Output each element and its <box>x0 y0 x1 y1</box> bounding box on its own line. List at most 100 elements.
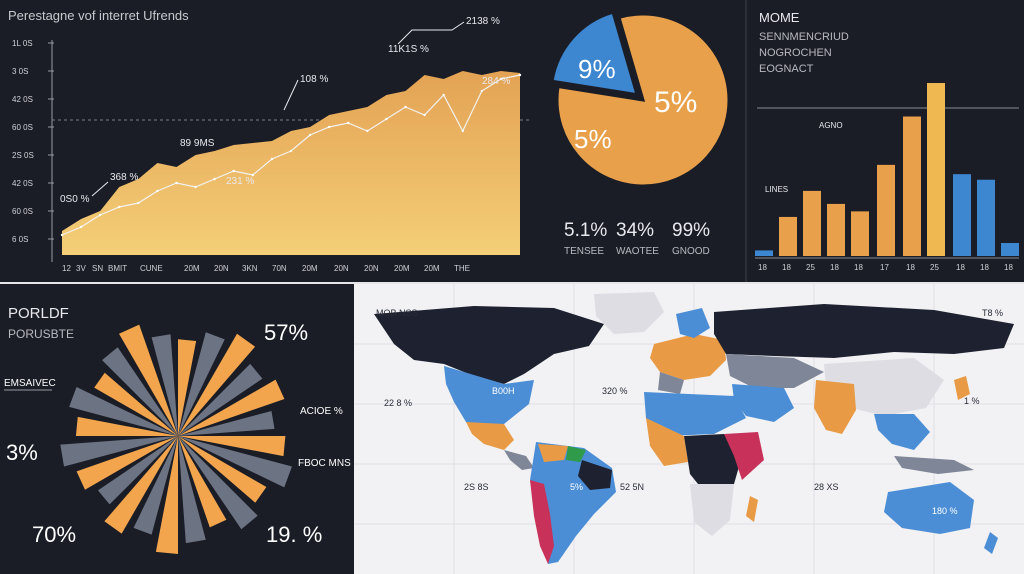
southeast-asia-shape <box>874 414 930 450</box>
pie-chart-panel: 9% 5% 5% 5.1% TENSEE 34% WAOTEE 99% GNOOD <box>540 0 745 282</box>
x-tick-label: 20M <box>424 264 440 273</box>
bar-x-tick: 18 <box>980 263 989 272</box>
area-annotation: 2138 % <box>466 16 500 27</box>
area-annotation: 0S0 % <box>60 194 90 205</box>
area-annotation: 108 % <box>300 74 328 85</box>
bar <box>953 174 971 256</box>
annotation-leader <box>283 79 299 111</box>
europe-south <box>658 372 684 394</box>
line-point <box>404 105 407 109</box>
bar <box>827 203 845 256</box>
bar-chart-subtitle: NOGROCHEN <box>759 47 832 59</box>
bar-x-tick: 18 <box>758 263 767 272</box>
line-point <box>251 173 255 177</box>
bar-x-tick: 25 <box>806 263 815 272</box>
map-label: MOB NSS <box>376 308 418 318</box>
bar <box>1001 242 1019 256</box>
y-tick-label: 2S 0S <box>12 151 34 160</box>
radial-wedge <box>178 436 292 488</box>
bar-x-tick: 18 <box>906 263 915 272</box>
radial-wedge <box>151 334 178 436</box>
bar-x-tick: 18 <box>956 263 965 272</box>
x-tick-label: 20N <box>334 264 349 273</box>
radial-label: EMSAIVEC <box>4 378 56 389</box>
south-america-west <box>530 480 554 564</box>
pie-slice <box>555 12 731 188</box>
pie-slice-label: 9% <box>578 54 616 84</box>
radial-wedge <box>119 324 178 436</box>
area-annotation: 11K1S % <box>388 44 429 55</box>
stat-label: WAOTEE <box>616 246 659 257</box>
pie-slice-label: 5% <box>654 86 697 119</box>
radial-label: 57% <box>264 320 308 345</box>
pie-chart: 9% 5% 5% 5.1% TENSEE 34% WAOTEE 99% GNOOD <box>550 10 731 257</box>
line-point <box>308 133 312 137</box>
annotation-leader <box>397 21 465 45</box>
y-tick-label: 60 0S <box>12 123 33 132</box>
radial-wedge <box>97 436 178 505</box>
line-point <box>385 117 388 121</box>
line-point <box>442 93 445 97</box>
bar <box>927 83 945 257</box>
radial-wedge <box>178 436 227 528</box>
world-map-panel: MOB NSS B00H 320 % 22 8 % 2S 8S 5% 52 5N 28 XS 1… <box>354 284 1024 574</box>
line-point <box>156 189 159 193</box>
bar-x-tick: 17 <box>880 263 889 272</box>
radial-wedge <box>104 436 178 534</box>
line-point <box>518 73 522 77</box>
japan-shape <box>954 376 970 400</box>
y-tick-label: 1L 0S <box>12 39 33 48</box>
area-chart: 1L 0S 3 0S 42 0S 60 0S 2S 0S 42 0S 60 0S 6 0S 1… <box>12 16 530 273</box>
new-zealand-shape <box>984 532 998 554</box>
x-tick-label: 12 <box>62 264 71 273</box>
bar <box>803 190 821 256</box>
x-tick-label: THE <box>454 264 470 273</box>
bar-annotation: LINES <box>765 185 788 194</box>
radial-label: 3% <box>6 440 38 465</box>
pie-slice-label: 5% <box>574 124 612 154</box>
bar-x-tick: 25 <box>930 263 939 272</box>
radial-wedge <box>178 363 263 436</box>
radial-chart-subtitle: PORUSBTE <box>8 327 74 341</box>
area-series-fill <box>62 71 520 255</box>
bar-x-tick: 18 <box>854 263 863 272</box>
x-tick-label: 3KN <box>242 264 258 273</box>
map-label: 1 % <box>964 396 980 406</box>
indonesia-shape <box>894 456 974 474</box>
x-tick-label: 20M <box>394 264 410 273</box>
radial-chart: PORLDF PORUSBTE 57% ACIOE % FBOC MNS 19. % 70… <box>4 305 351 554</box>
bar <box>779 216 797 256</box>
middle-east-shape <box>732 384 794 422</box>
radial-wedge <box>75 416 178 436</box>
radial-label: 70% <box>32 522 76 547</box>
map-label: 320 % <box>602 386 628 396</box>
radial-wedge <box>178 436 286 457</box>
line-point <box>118 205 121 209</box>
africa-central <box>684 434 742 494</box>
panel-divider <box>0 282 1024 284</box>
russia-shape <box>714 304 1014 358</box>
radial-wedge <box>178 436 206 544</box>
radial-wedge <box>178 410 275 436</box>
annotation-leader <box>91 181 109 197</box>
bar <box>755 250 773 256</box>
map-label: 28 XS <box>814 482 839 492</box>
pie-slice <box>550 10 640 97</box>
bar-x-tick: 18 <box>830 263 839 272</box>
line-point <box>347 121 350 125</box>
stat-value: 34% <box>616 220 654 241</box>
area-annotation: 89 9MS <box>180 138 215 149</box>
india-shape <box>814 380 856 434</box>
map-label: 5% <box>570 482 583 492</box>
radial-wedge <box>178 379 285 436</box>
stat-label: TENSEE <box>564 246 604 257</box>
line-point <box>499 77 503 81</box>
radial-wedge <box>178 333 256 436</box>
bar-chart-panel: MOME SENNMENCRIUD NOGROCHEN EOGNACT 18 18 25 1… <box>745 0 1024 282</box>
mexico-shape <box>466 422 514 450</box>
line-point <box>289 149 293 153</box>
map-label: 180 % <box>932 506 958 516</box>
line-point <box>480 89 484 93</box>
bar-chart-subtitle: SENNMENCRIUD <box>759 31 849 43</box>
x-tick-label: CUNE <box>140 264 163 273</box>
